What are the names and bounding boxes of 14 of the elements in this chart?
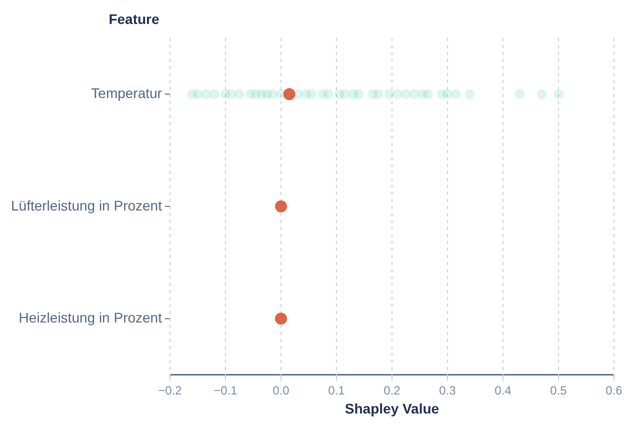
y-axis-title: Feature	[108, 10, 160, 27]
x-tick-label: 0.2	[384, 383, 401, 398]
x-tick-label: 0.5	[550, 383, 568, 398]
y-tick-label: Lüfterleistung in Prozent	[10, 197, 162, 214]
x-tick-label: −0.2	[158, 383, 182, 398]
x-tick-label: −0.1	[214, 383, 238, 398]
x-tick-label: 0.3	[439, 383, 456, 398]
x-tick-label: 0.4	[494, 383, 512, 398]
y-tick-label: Heizleistung in Prozent	[18, 310, 162, 326]
x-tick-label: 0.6	[606, 383, 623, 398]
x-axis-title: Shapley Value	[344, 400, 440, 416]
x-tick-label: 0.0	[272, 383, 290, 398]
x-tick-label: 0.1	[328, 383, 346, 398]
y-tick-label: Temperatur	[91, 84, 162, 101]
